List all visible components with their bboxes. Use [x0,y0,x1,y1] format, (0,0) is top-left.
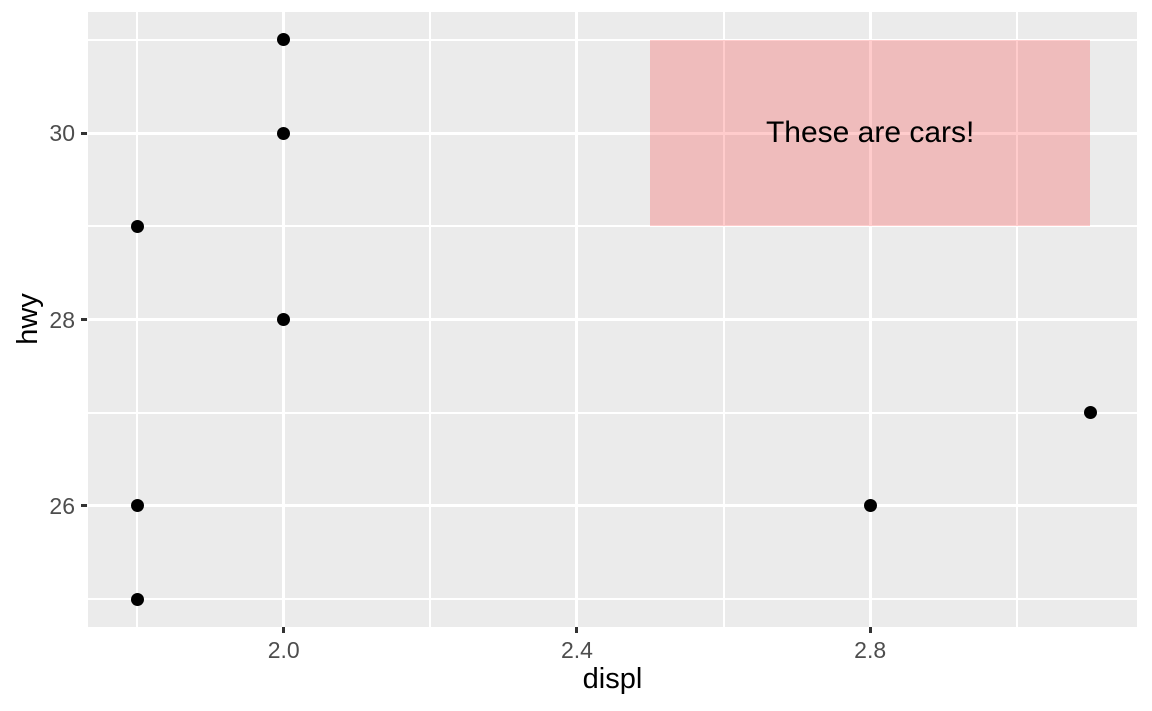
data-point [130,219,144,233]
y-tick-mark [81,131,87,135]
minor-gridline-horizontal [88,411,1137,414]
x-tick-mark [282,627,286,633]
y-tick-label: 28 [49,306,75,333]
y-tick-label: 26 [49,492,75,519]
x-tick-label: 2.4 [560,637,593,663]
annotation-rect [650,39,1091,227]
data-point [1083,406,1097,420]
major-gridline-horizontal [88,318,1137,321]
y-tick-mark [81,504,87,508]
data-point [863,499,877,513]
data-point [277,313,291,326]
x-tick-label: 2.8 [854,637,887,663]
data-point [130,499,144,513]
y-tick-label: 30 [49,120,75,147]
x-tick-mark [868,627,872,633]
x-axis-title: displ [582,663,643,695]
major-gridline-horizontal [88,131,1137,135]
x-tick-label: 2.0 [267,637,300,663]
data-point [277,126,291,140]
annotation-text: These are cars! [765,116,975,150]
minor-gridline-horizontal [88,38,1137,41]
minor-gridline-horizontal [88,598,1137,601]
plot-panel: These are cars! [88,12,1137,627]
y-tick-mark [81,318,87,321]
major-gridline-horizontal [88,504,1137,508]
x-tick-mark [575,627,579,633]
minor-gridline-horizontal [88,225,1137,228]
data-point [277,33,291,47]
data-point [130,592,144,606]
